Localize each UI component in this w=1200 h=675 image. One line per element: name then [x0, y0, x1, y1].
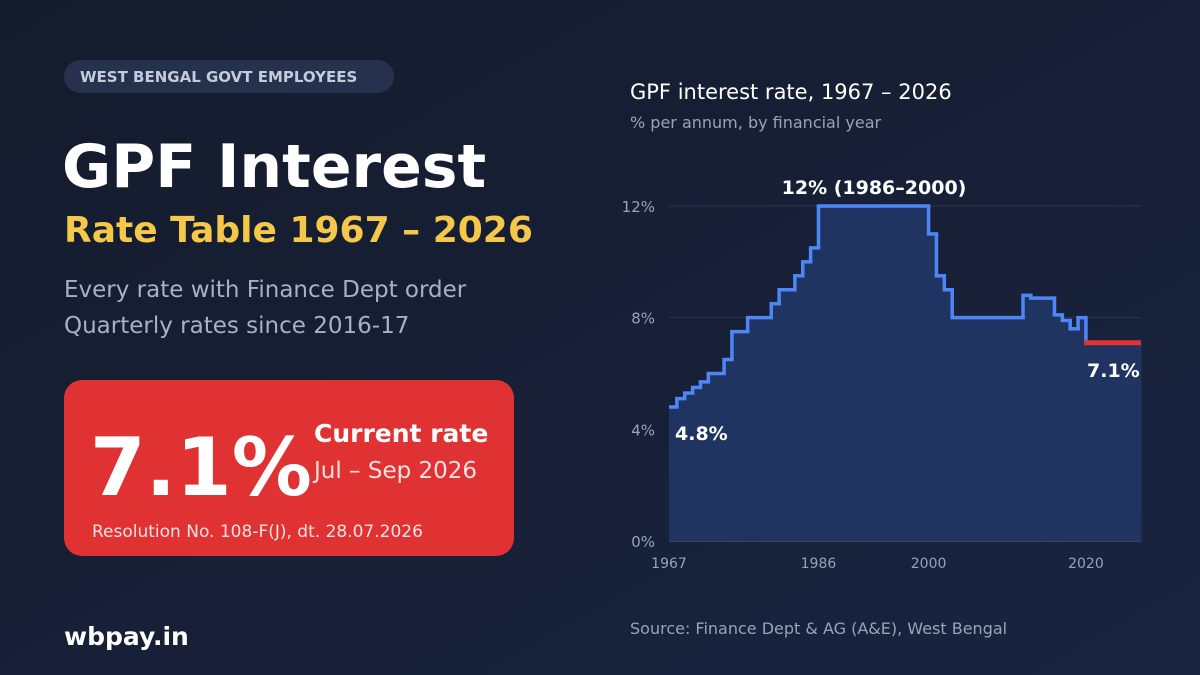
area-step [1030, 298, 1055, 541]
current-rate-label: Current rate [314, 419, 488, 448]
area-step [1078, 317, 1087, 541]
x-tick-label: 2000 [911, 556, 947, 572]
chart-subtitle: % per annum, by financial year [630, 113, 882, 132]
area-step [944, 289, 953, 541]
area-step [1062, 320, 1071, 541]
area-step [684, 393, 694, 541]
area-step [810, 247, 819, 541]
current-rate-card [64, 380, 514, 556]
area-step [669, 407, 678, 541]
y-tick-label: 4% [631, 421, 655, 439]
area-step [779, 289, 796, 541]
plot: 0% 4% 8% 12% 1967 1986 2000 2020 [622, 198, 1142, 572]
chart-source: Source: Finance Dept & AG (A&E), West Be… [630, 619, 1007, 638]
area-step [1023, 295, 1032, 541]
area-step [818, 206, 930, 541]
badge-pill [64, 60, 394, 93]
area-step [936, 275, 945, 541]
area-step [952, 317, 1024, 541]
y-tick-label: 12% [622, 198, 655, 216]
annotation: 7.1% [1087, 360, 1140, 382]
x-tick-label: 2020 [1068, 556, 1104, 572]
x-tick-label: 1967 [651, 556, 687, 572]
y-tick-label: 0% [631, 533, 655, 551]
area-step [1085, 342, 1142, 541]
area-step [700, 381, 709, 541]
current-period: Jul – Sep 2026 [312, 458, 477, 484]
area-step [928, 233, 937, 541]
area-step [747, 317, 772, 541]
current-order: Resolution No. 108-F(J), dt. 28.07.2026 [92, 522, 423, 542]
area-step [771, 303, 780, 541]
area-step [731, 331, 749, 541]
area-step [794, 275, 804, 541]
description-line: Quarterly rates since 2016-17 [64, 313, 409, 339]
area-step [692, 387, 701, 541]
area-step [708, 373, 725, 541]
site: wbpay.in [64, 622, 189, 651]
headline: GPF Interest [62, 132, 486, 202]
badge: WEST BENGAL GOVT EMPLOYEES [80, 68, 357, 86]
annotation: 4.8% [675, 423, 728, 445]
area-step [1070, 328, 1079, 541]
area-step [1054, 314, 1063, 541]
area-step [802, 261, 812, 541]
chart-title: GPF interest rate, 1967 – 2026 [630, 80, 952, 104]
subheadline: Rate Table 1967 – 2026 [64, 210, 533, 251]
description-line: Every rate with Finance Dept order [64, 277, 467, 303]
area-step [724, 359, 733, 541]
x-tick-label: 1986 [801, 556, 837, 572]
area-step [676, 398, 686, 541]
annotation: 12% (1986–2000) [782, 177, 967, 199]
current-rate: 7.1% [90, 421, 312, 514]
y-tick-label: 8% [631, 310, 655, 328]
